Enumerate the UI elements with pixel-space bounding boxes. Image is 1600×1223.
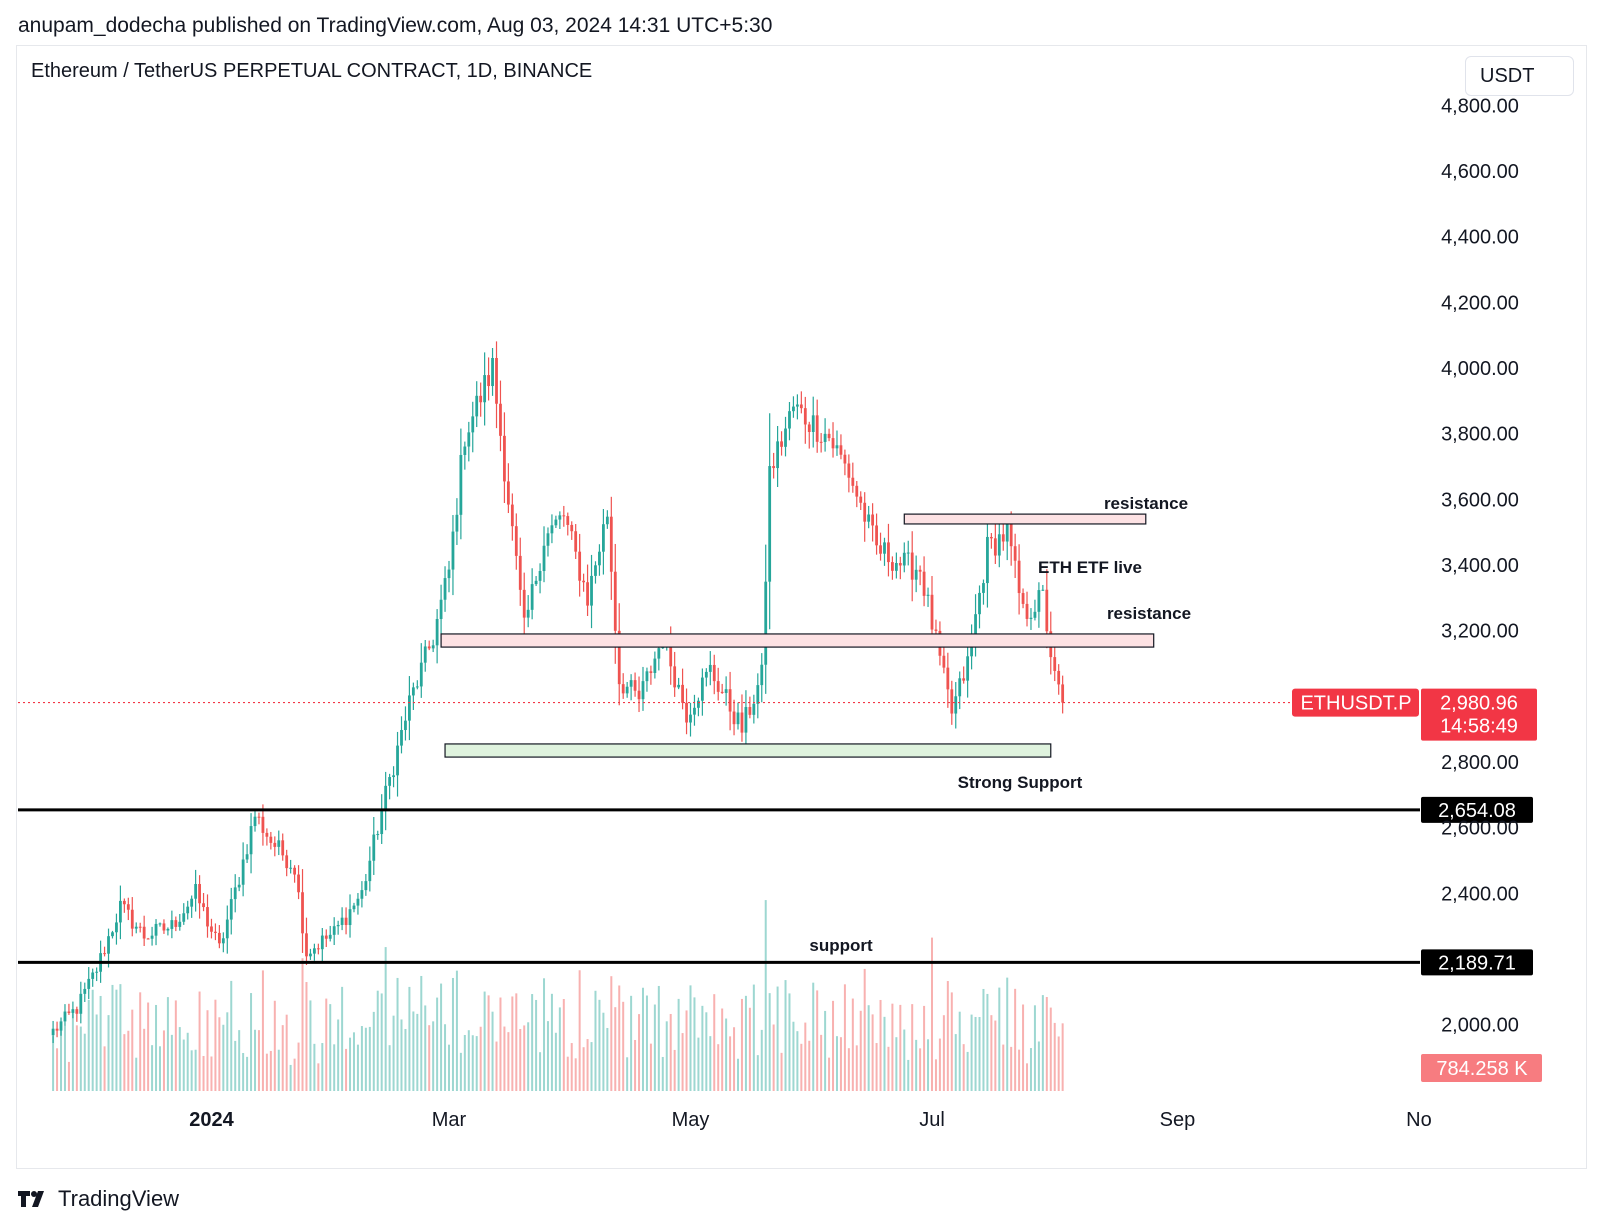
symbol-title: Ethereum / TetherUS PERPETUAL CONTRACT, … [31, 60, 593, 82]
footer-brand-label: TradingView [58, 1186, 180, 1211]
chart-frame [16, 45, 1587, 1169]
footer-brand[interactable]: TradingView [18, 1186, 179, 1212]
tradingview-logo-icon [18, 1191, 44, 1207]
currency-selector[interactable]: USDT [1465, 56, 1574, 96]
publisher-line: anupam_dodecha published on TradingView.… [18, 14, 773, 37]
